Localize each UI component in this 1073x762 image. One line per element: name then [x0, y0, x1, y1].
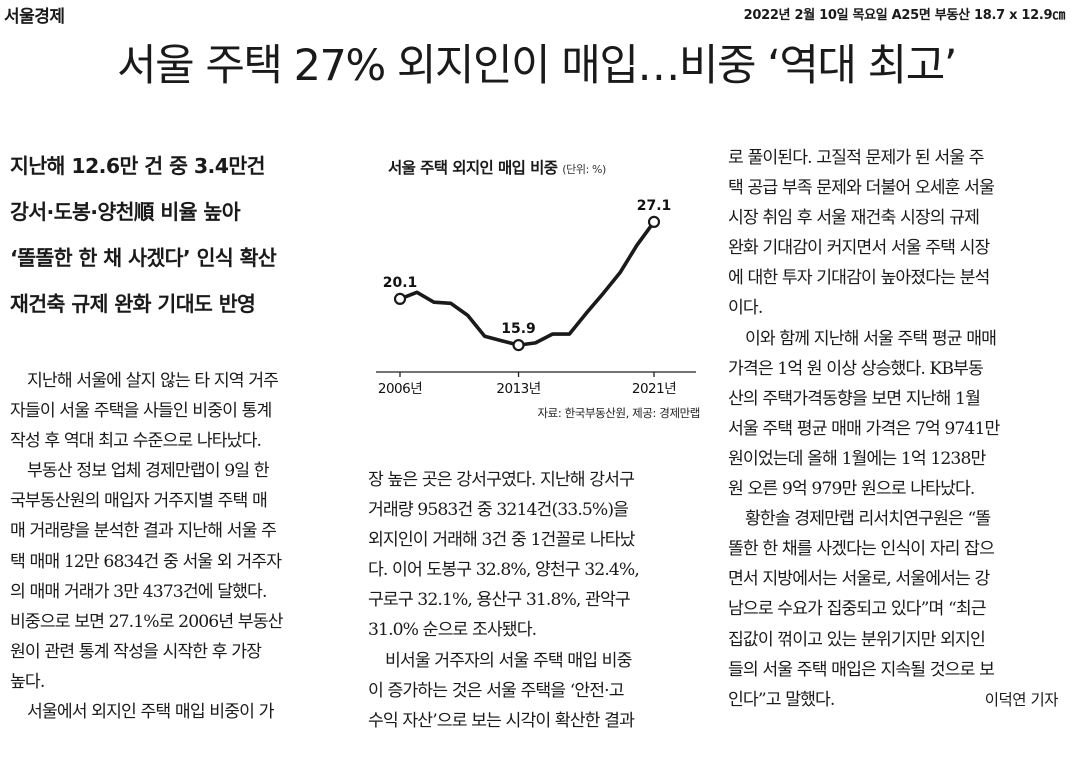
- data-label: 27.1: [637, 198, 672, 214]
- body-text-line: 의 매매 거래가 3만 4373건에 달했다.: [10, 581, 267, 602]
- body-text-line: 로 풀이된다. 고질적 문제가 된 서울 주: [728, 148, 985, 168]
- body-text-line: 수익 자산’으로 보는 시각이 확산한 결과: [368, 710, 635, 731]
- body-text-line: 작성 후 역대 최고 수준으로 나타났다.: [10, 431, 262, 452]
- x-tick-label: 2006년: [378, 381, 422, 397]
- body-text-line: 이와 함께 지난해 서울 주택 평균 매매: [745, 328, 997, 349]
- body-text-line: 장 높은 곳은 강서구였다. 지난해 강서구: [368, 470, 635, 490]
- body-text-line: 들의 서울 주택 매입은 지속될 것으로 보: [728, 659, 995, 680]
- subheadline: 강서·도봉·양천順 비율 높아: [10, 200, 241, 224]
- subheadlines: 지난해 12.6만 건 중 3.4만건 강서·도봉·양천順 비율 높아 ‘똘똘한…: [10, 143, 350, 327]
- line-chart: 20.1 2006년 15.9 2013년 27.1 2021년: [376, 198, 696, 397]
- body-text-line: 부동산 정보 업체 경제만랩이 9일 한: [27, 461, 270, 482]
- chart-panel: 서울 주택 외지인 매입 비중 (단위: %) 20.1 2006년 15.9 201…: [368, 150, 708, 435]
- body-text-line: 높다.: [10, 671, 45, 692]
- body-text-line: 비서울 거주자의 서울 주택 매입 비중: [385, 650, 632, 671]
- body-text-line: 집값이 꺾이고 있는 분위기지만 외지인: [728, 629, 986, 650]
- chart-unit: (단위: %): [562, 163, 606, 176]
- body-text-line: 택 공급 부족 문제와 더불어 오세훈 서울: [728, 178, 995, 199]
- body-text-line: 원이 관련 통계 작성을 시작한 후 가장: [10, 641, 262, 662]
- body-text-line: 원 오른 9억 979만 원으로 나타났다.: [728, 479, 975, 500]
- body-text-line: 인다”고 말했다.: [728, 689, 835, 710]
- closing-line: 인다”고 말했다. 이덕연 기자: [728, 685, 1066, 715]
- body-text-line: 택 매매 12만 6834건 중 서울 외 거주자: [10, 551, 282, 572]
- article-headline: 서울 주택 27% 외지인이 매입…비중 ‘역대 최고’: [117, 41, 957, 91]
- subheadline: 지난해 12.6만 건 중 3.4만건: [10, 154, 266, 178]
- body-text-line: 지난해 서울에 살지 않는 타 지역 거주: [27, 371, 279, 391]
- body-text-line: 똘한 한 채를 사겠다는 인식이 자리 잡으: [728, 539, 995, 560]
- body-text-line: 비중으로 보면 27.1%로 2006년 부동산: [10, 611, 283, 632]
- chart-source: 자료: 한국부동산원, 제공: 경제만랩: [537, 406, 701, 420]
- body-text-line: 31.0% 순으로 조사됐다.: [368, 620, 537, 641]
- x-tick-label: 2021년: [632, 381, 676, 397]
- body-text-line: 가격은 1억 원 이상 상승했다. KB부동: [728, 358, 984, 379]
- body-text-line: 구로구 32.1%, 용산구 31.8%, 관악구: [368, 590, 631, 611]
- subheadline: ‘똘똘한 한 채 사겠다’ 인식 확산: [10, 246, 277, 270]
- body-text-line: 서울에서 외지인 주택 매입 비중이 가: [27, 702, 274, 723]
- data-point-marker: [647, 215, 661, 229]
- body-text-line: 매 거래량을 분석한 결과 지난해 서울 주: [10, 521, 277, 542]
- reporter-byline: 이덕연 기자: [984, 690, 1059, 709]
- subheadline: 재건축 규제 완화 기대도 반영: [10, 292, 256, 316]
- data-point-marker: [393, 292, 407, 305]
- body-text-line: 이 증가하는 것은 서울 주택을 ‘안전·고: [368, 680, 625, 701]
- series-line: [399, 220, 656, 347]
- data-label: 20.1: [383, 275, 418, 291]
- data-point-marker: [512, 339, 525, 352]
- chart-title: 서울 주택 외지인 매입 비중 (단위: %): [388, 159, 606, 177]
- publication-dateline: 2022년 2월 10일 목요일 A25면 부동산 18.7 x 12.9㎝: [743, 8, 1066, 23]
- newspaper-masthead: 서울경제: [4, 7, 65, 27]
- body-text-line: 국부동산원의 매입자 거주지별 주택 매: [10, 491, 268, 512]
- data-label: 15.9: [501, 321, 536, 337]
- body-text-line: 남으로 수요가 집중되고 있다”며 “최근: [728, 599, 987, 620]
- body-text-line: 에 대한 투자 기대감이 높아졌다는 분석: [728, 268, 990, 289]
- body-text-line: 면서 지방에서는 서울로, 서울에서는 강: [728, 569, 990, 590]
- body-text-line: 다. 이어 도봉구 32.8%, 양천구 32.4%,: [368, 560, 640, 581]
- body-text-line: 외지인이 거래해 3건 중 1건꼴로 나타났: [368, 530, 635, 551]
- body-text-line: 서울 주택 평균 매매 가격은 7억 9741만: [728, 418, 1000, 439]
- body-text-line: 원이었는데 올해 1월에는 1억 1238만: [728, 448, 986, 469]
- body-text-line: 자들이 서울 주택을 사들인 비중이 통계: [10, 401, 272, 422]
- body-text-line: 거래량 9583건 중 3214건(33.5%)을: [368, 500, 629, 521]
- x-tick-label: 2013년: [496, 381, 540, 397]
- body-text-line: 산의 주택가격동향을 보면 지난해 1월: [728, 388, 981, 409]
- body-text-line: 이다.: [728, 298, 763, 319]
- body-text-line: 황한솔 경제만랩 리서치연구원은 “똘: [745, 509, 991, 530]
- body-text-line: 완화 기대감이 커지면서 서울 주택 시장: [728, 238, 990, 259]
- body-text-line: 시장 취임 후 서울 재건축 시장의 규제: [728, 208, 980, 229]
